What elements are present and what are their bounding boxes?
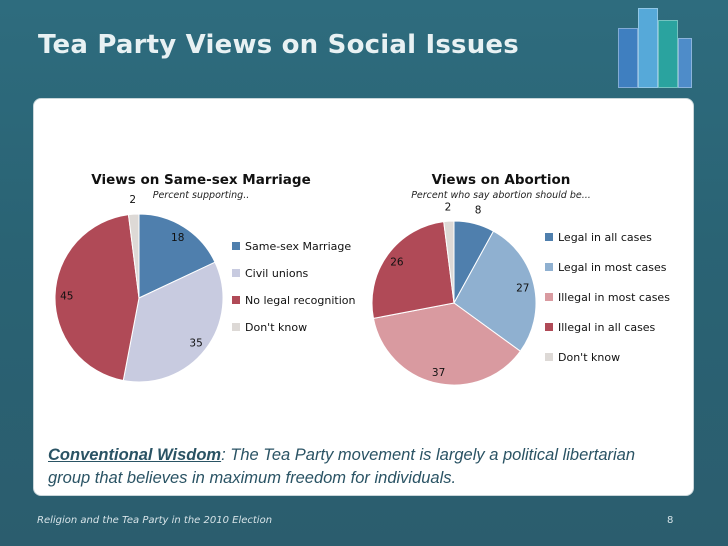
legend-label: Civil unions: [245, 267, 309, 280]
legend-label: Don't know: [558, 351, 620, 364]
conventional-wisdom-label: Conventional Wisdom: [48, 446, 222, 464]
content-panel: Views on Same-sex Marriage Percent suppor…: [33, 98, 694, 496]
legend-label: No legal recognition: [245, 294, 355, 307]
logo-bars-icon: [616, 8, 692, 88]
legend-label: Illegal in all cases: [558, 321, 656, 334]
conventional-wisdom-body: The Tea Party movement is largely a poli…: [48, 446, 636, 487]
charts-area: Views on Same-sex Marriage Percent suppor…: [54, 172, 670, 386]
legend-swatch: [232, 242, 240, 250]
chart-subtitle: Percent who say abortion should be...: [411, 190, 591, 201]
pie-slice: [138, 213, 216, 299]
logo-bar: [678, 38, 692, 88]
data-label: 27: [516, 283, 529, 295]
data-label: 8: [475, 204, 482, 216]
slide-title: Tea Party Views on Social Issues: [38, 30, 519, 60]
footer-source: Religion and the Tea Party in the 2010 E…: [37, 515, 273, 526]
pie-slice: [122, 261, 224, 383]
legend-label: Legal in all cases: [558, 231, 652, 244]
pie-slice: [443, 220, 455, 304]
data-label: 26: [390, 257, 404, 269]
legend-swatch: [545, 293, 553, 301]
legend-label: Same-sex Marriage: [245, 240, 351, 253]
pie-slice: [453, 230, 537, 352]
data-label: 35: [189, 337, 202, 349]
data-label: 18: [171, 232, 184, 244]
pie-slice: [127, 213, 140, 299]
data-label: 37: [432, 367, 445, 379]
logo-bar: [618, 28, 638, 88]
logo-bar: [638, 8, 658, 88]
page-number: 8: [667, 515, 674, 526]
pie-slice: [371, 221, 455, 319]
legend-swatch: [232, 296, 240, 304]
pie-slice: [372, 302, 522, 386]
chart-subtitle: Percent supporting..: [153, 190, 250, 201]
legend-swatch: [545, 263, 553, 271]
legend-swatch: [232, 323, 240, 331]
legend-label: Don't know: [245, 321, 307, 334]
legend-label: Illegal in most cases: [558, 291, 670, 304]
legend-swatch: [545, 233, 553, 241]
legend-swatch: [545, 353, 553, 361]
data-label: 45: [60, 291, 73, 303]
data-label: 2: [445, 201, 452, 213]
legend-swatch: [232, 269, 240, 277]
pie-slice: [54, 214, 140, 382]
chart-title: Views on Same-sex Marriage: [91, 172, 310, 188]
conventional-wisdom-text: Conventional Wisdom: The Tea Party movem…: [48, 444, 668, 490]
data-label: 2: [129, 194, 136, 206]
legend-swatch: [545, 323, 553, 331]
chart-title: Views on Abortion: [432, 172, 571, 188]
conventional-wisdom-separator: :: [221, 446, 226, 464]
legend-label: Legal in most cases: [558, 261, 667, 274]
logo-bar: [658, 20, 678, 88]
